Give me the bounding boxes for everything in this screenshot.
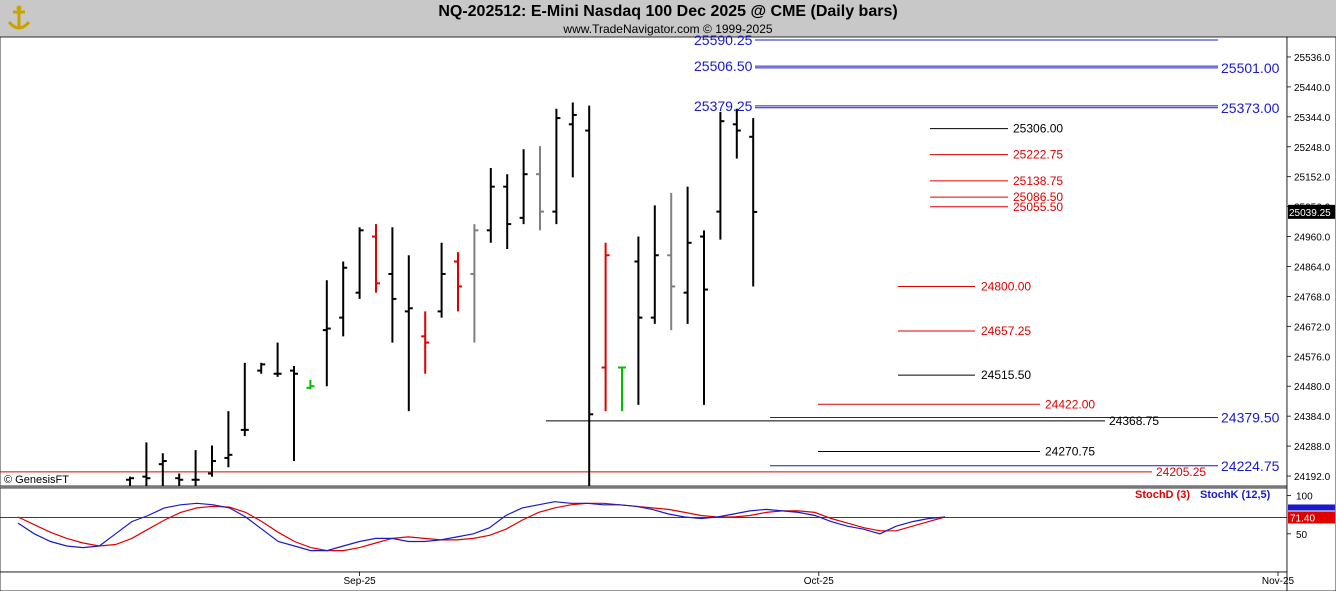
anchor-logo-icon <box>4 4 34 34</box>
ohlc-bar <box>224 411 233 468</box>
ohlc-bar <box>568 102 577 178</box>
ohlc-bar <box>421 311 430 374</box>
ohlc-bar <box>240 362 249 437</box>
level-label: 25501.00 <box>1221 60 1280 76</box>
ohlc-bar <box>552 108 561 225</box>
ohlc-bar <box>322 280 331 387</box>
level-label: 25055.50 <box>1013 200 1063 214</box>
level-label: 24224.75 <box>1221 458 1280 474</box>
level-label: 24657.25 <box>981 324 1031 338</box>
chart-header: NQ-202512: E-Mini Nasdaq 100 Dec 2025 @ … <box>0 0 1336 37</box>
ohlc-bar <box>683 186 692 324</box>
stoch-last-value: 71.40 <box>1290 513 1315 524</box>
ohlc-bar <box>618 366 626 412</box>
level-label: 25590.25 <box>694 32 753 48</box>
ohlc-bar <box>175 473 184 486</box>
stoch-d-tag <box>1288 511 1335 524</box>
level-label: 24379.50 <box>1221 410 1280 426</box>
level-label: 24368.75 <box>1109 414 1159 428</box>
ohlc-bar <box>634 236 643 405</box>
level-label: 25306.00 <box>1013 122 1063 136</box>
stoch-y-tick-label: 50 <box>1296 530 1308 541</box>
ohlc-bar <box>142 442 151 486</box>
level-label: 24422.00 <box>1045 397 1095 411</box>
ohlc-bar <box>585 105 594 486</box>
price-plot <box>0 39 1218 486</box>
ohlc-bar <box>290 365 298 462</box>
ohlc-bar <box>732 108 741 159</box>
y-tick-label: 25248.0 <box>1294 143 1331 154</box>
y-tick-label: 24864.0 <box>1294 262 1331 273</box>
level-label: 25506.50 <box>694 58 753 74</box>
ohlc-bar <box>257 362 266 374</box>
stoch-k-tag <box>1288 504 1335 511</box>
y-tick-label: 24384.0 <box>1294 412 1331 423</box>
y-tick-label: 24672.0 <box>1294 322 1331 333</box>
date-axis <box>0 571 1288 591</box>
x-tick-label: Oct-25 <box>804 576 834 587</box>
last-price-tag <box>1288 204 1335 219</box>
level-label: 25379.25 <box>694 98 753 114</box>
price-axis <box>1286 36 1336 591</box>
y-tick-label: 24288.0 <box>1294 442 1331 453</box>
ohlc-bar <box>126 476 134 486</box>
level-label: 24205.25 <box>1156 465 1206 479</box>
stoch-y-tick-label: 100 <box>1296 492 1313 503</box>
ohlc-bar <box>339 261 348 337</box>
ohlc-bar <box>667 192 676 331</box>
y-tick-label: 24960.0 <box>1294 233 1331 244</box>
ohlc-bar <box>191 450 200 486</box>
ohlc-bar <box>158 453 167 486</box>
ohlc-bar <box>437 242 446 318</box>
y-tick-label: 25344.0 <box>1294 113 1331 124</box>
ohlc-bar <box>454 252 462 312</box>
stoch-panel <box>0 487 1288 573</box>
ohlc-bar <box>749 118 758 287</box>
ohlc-bar <box>470 224 479 343</box>
level-label: 24515.50 <box>981 368 1031 382</box>
x-tick-label: Sep-25 <box>343 576 376 587</box>
ohlc-bar <box>536 146 544 231</box>
ohlc-bar <box>519 149 528 225</box>
y-tick-label: 24192.0 <box>1294 472 1331 483</box>
price-panel <box>0 36 1288 487</box>
level-label: 24270.75 <box>1045 444 1095 458</box>
ohlc-bar <box>208 445 216 477</box>
x-tick-label: Nov-25 <box>1262 576 1295 587</box>
y-tick-label: 24480.0 <box>1294 382 1331 393</box>
stoch-legend-d: StochD (3) <box>1135 489 1190 501</box>
ohlc-bar <box>388 227 397 343</box>
stoch-series-line <box>17 501 946 552</box>
ohlc-bar <box>716 111 725 240</box>
y-tick-label: 25440.0 <box>1294 83 1331 94</box>
ohlc-bar <box>273 342 282 377</box>
y-tick-label: 25536.0 <box>1294 53 1331 64</box>
ohlc-bar <box>486 167 495 243</box>
level-label: 25222.75 <box>1013 148 1063 162</box>
stoch-legend-k: StochK (12,5) <box>1200 489 1271 501</box>
y-tick-label: 24768.0 <box>1294 292 1331 303</box>
last-price-label: 25039.25 <box>1289 208 1331 219</box>
watermark: © GenesisFT <box>4 474 69 486</box>
ohlc-bar <box>306 379 315 390</box>
chart-title: NQ-202512: E-Mini Nasdaq 100 Dec 2025 @ … <box>438 3 898 20</box>
ohlc-bar <box>503 174 512 250</box>
ohlc-bar <box>650 205 659 324</box>
chart-subtitle: www.TradeNavigator.com © 1999-2025 <box>563 22 773 36</box>
stoch-series-line <box>17 502 946 552</box>
y-tick-label: 25152.0 <box>1294 173 1331 184</box>
level-label: 24800.00 <box>981 279 1031 293</box>
level-label: 25086.50 <box>1013 190 1063 204</box>
level-label: 25138.75 <box>1013 174 1063 188</box>
y-tick-label: 24576.0 <box>1294 352 1331 363</box>
ohlc-bar <box>700 230 708 405</box>
ohlc-bar <box>372 224 380 293</box>
ohlc-bar <box>355 227 364 299</box>
ohlc-bar <box>404 255 413 412</box>
level-label: 25373.00 <box>1221 100 1280 116</box>
ohlc-bar <box>601 242 610 412</box>
